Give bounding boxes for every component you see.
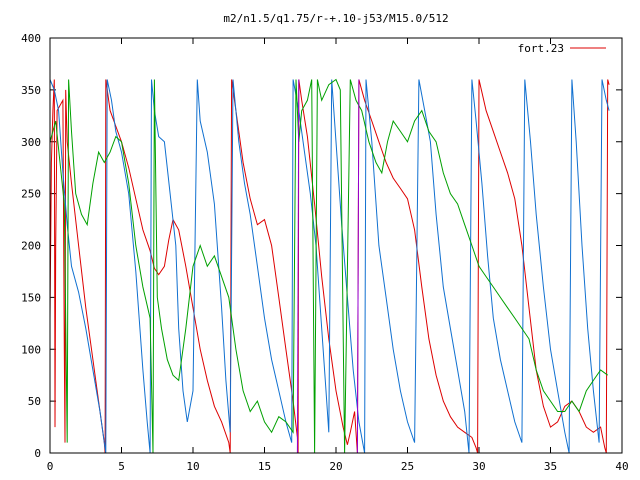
- y-tick-label: 100: [21, 343, 41, 356]
- x-tick-label: 20: [329, 460, 342, 473]
- plot-lines: [49, 78, 610, 454]
- series-line-3: [296, 79, 300, 454]
- series-line-2: [49, 78, 608, 454]
- y-tick-label: 300: [21, 136, 41, 149]
- y-tick-label: 250: [21, 188, 41, 201]
- x-tick-label: 15: [258, 460, 271, 473]
- x-tick-label: 30: [472, 460, 485, 473]
- chart-title: m2/n1.5/q1.75/r-+.10-j53/M15.0/512: [223, 12, 448, 25]
- y-tick-label: 200: [21, 240, 41, 253]
- y-tick-label: 400: [21, 32, 41, 45]
- y-tick-labels: 0 50 100 150 200 250 300 350 400: [21, 32, 41, 460]
- x-tick-label: 0: [47, 460, 54, 473]
- x-tick-label: 25: [401, 460, 414, 473]
- y-tick-label: 150: [21, 291, 41, 304]
- y-tick-label: 0: [34, 447, 41, 460]
- x-tick-label: 10: [186, 460, 199, 473]
- legend: fort.23: [518, 42, 606, 55]
- x-tick-label: 40: [615, 460, 628, 473]
- x-tick-labels: 0 5 10 15 20 25 30 35 40: [47, 460, 629, 473]
- y-tick-label: 350: [21, 84, 41, 97]
- x-tick-label: 35: [544, 460, 557, 473]
- legend-label: fort.23: [518, 42, 564, 55]
- plot-frame: [49, 37, 623, 454]
- series-line-1: [49, 79, 610, 454]
- series-line-4: [356, 79, 360, 454]
- y-tick-label: 50: [28, 395, 41, 408]
- x-tick-label: 5: [118, 460, 125, 473]
